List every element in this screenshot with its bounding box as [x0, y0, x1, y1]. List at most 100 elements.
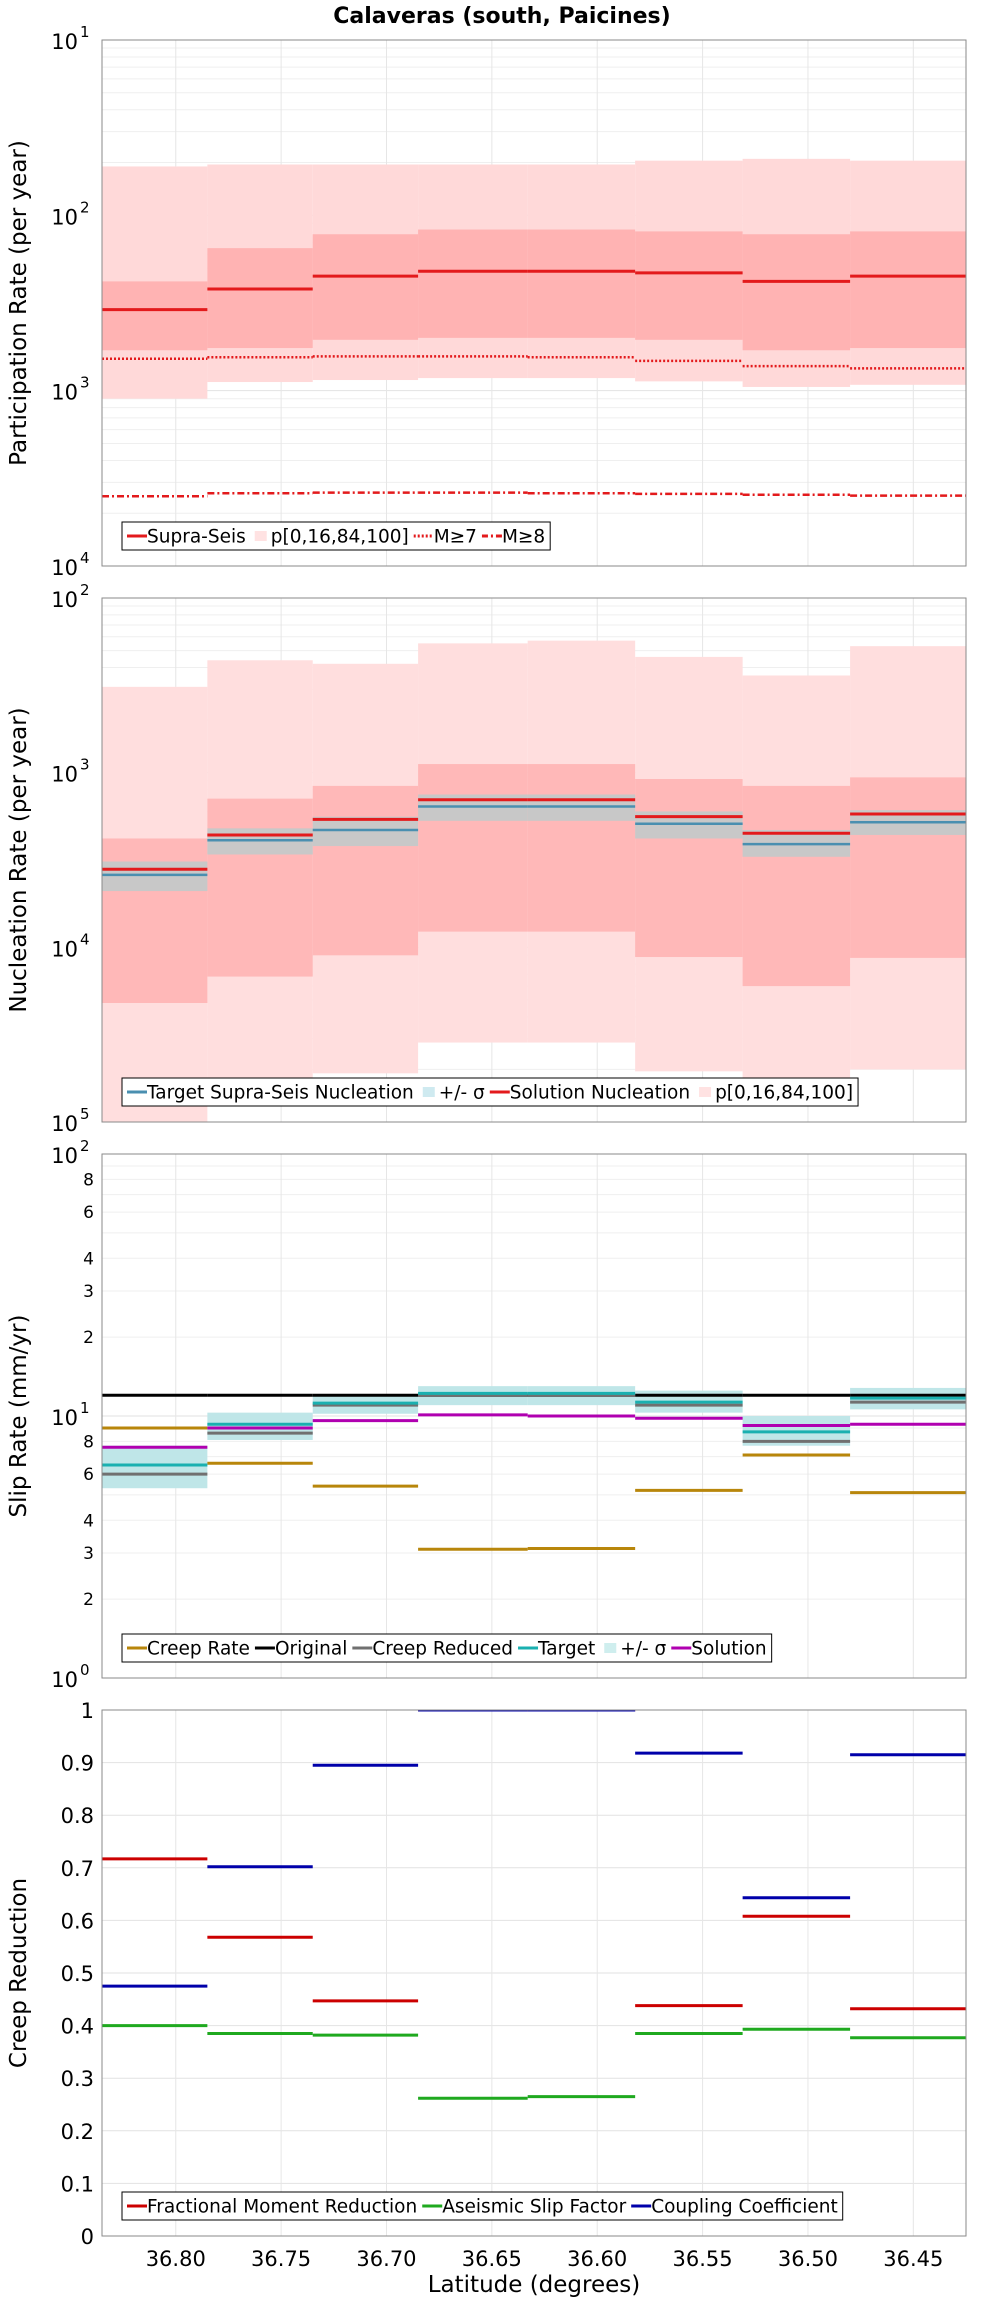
y-tick-exponent: 2: [80, 198, 90, 216]
legend-label: M≥8: [502, 527, 545, 548]
legend-label: p[0,16,84,100]: [271, 527, 409, 548]
plot-frame: [101, 1709, 967, 2237]
legend: Target Supra-Seis Nucleation +/- σ Solutio…: [121, 1077, 859, 1107]
y-tick-exponent: 0: [80, 1661, 90, 1679]
y-tick-label: 0.5: [61, 1962, 94, 1986]
x-tick-label: 36.55: [673, 2247, 733, 2271]
y-tick-exponent: 4: [80, 930, 90, 948]
plot-content: [102, 1154, 966, 1678]
legend-label: Target Supra-Seis Nucleation: [146, 1083, 414, 1104]
plot-content: [102, 598, 966, 1122]
x-axis-label: Latitude (degrees): [428, 2272, 641, 2298]
y-tick-label: 10: [51, 588, 78, 612]
y-tick-label: 10: [51, 556, 78, 580]
x-tick-label: 36.75: [251, 2247, 311, 2271]
target-sigma-band: [102, 861, 208, 892]
sigma-band: [102, 1445, 208, 1489]
legend-label: Creep Rate: [147, 1639, 250, 1660]
y-tick-label: 1: [81, 1699, 94, 1723]
legend-label: +/- σ: [439, 1083, 485, 1104]
y-minor-tick-label: 3: [83, 1282, 94, 1302]
plot-frame: [101, 1153, 967, 1679]
y-tick-label: 10: [51, 1406, 78, 1430]
y-axis-label: Participation Rate (per year): [6, 140, 32, 466]
legend-label: p[0,16,84,100]: [715, 1083, 853, 1104]
y-tick-label: 10: [51, 30, 78, 54]
band-p16-p84: [742, 234, 851, 351]
y-minor-tick-label: 3: [83, 1544, 94, 1564]
y-tick-label: 10: [51, 1668, 78, 1692]
band-p16-p84: [527, 229, 636, 338]
band-p16-p84: [102, 281, 208, 351]
legend-label: Coupling Coefficient: [651, 2197, 838, 2218]
y-minor-tick-label: 6: [83, 1203, 94, 1223]
y-tick-label: 0.2: [61, 2120, 94, 2144]
panel-4: 0 0.1 0.2 0.3 0.4 0.5 0.6 0.7 0.8 0.9 1 Creep Reduc…: [6, 1699, 967, 2249]
x-axis: 36.80 36.75 36.70 36.65 36.60 36.55 36.50 36.45: [146, 2247, 944, 2271]
y-tick-label: 10: [51, 763, 78, 787]
y-minor-tick-label: 2: [83, 1590, 94, 1610]
x-tick-label: 36.65: [462, 2247, 522, 2271]
y-tick-label: 0.4: [61, 2015, 94, 2039]
y-axis-label: Nucleation Rate (per year): [6, 707, 32, 1012]
band-p16-p84: [635, 778, 743, 958]
legend-label: Solution Nucleation: [510, 1083, 690, 1104]
band-p16-p84: [312, 785, 419, 956]
x-tick-label: 36.45: [883, 2247, 943, 2271]
plot-frame: [101, 597, 967, 1123]
y-tick-label: 0.8: [61, 1804, 94, 1828]
y-tick-label: 0.1: [61, 2172, 94, 2196]
y-axis-label: Slip Rate (mm/yr): [6, 1315, 32, 1518]
y-tick-exponent: 2: [80, 581, 90, 599]
y-tick-label: 0.3: [61, 2067, 94, 2091]
legend-box: [121, 1633, 773, 1663]
y-minor-tick-label: 4: [83, 1249, 94, 1269]
y-tick-exponent: 3: [80, 374, 90, 392]
y-tick-exponent: 1: [80, 23, 90, 41]
figure-title: Calaveras (south, Paicines): [333, 4, 670, 29]
y-tick-label: 10: [51, 1112, 78, 1136]
x-tick-label: 36.80: [146, 2247, 206, 2271]
band-p16-p84: [418, 764, 528, 932]
legend-label: Target: [537, 1639, 595, 1660]
y-minor-tick-label: 4: [83, 1511, 94, 1531]
legend-swatch: [422, 1087, 435, 1097]
legend-label: Supra-Seis: [147, 527, 246, 548]
y-tick-exponent: 4: [80, 549, 90, 567]
band-p16-p84: [207, 248, 313, 349]
legend-swatch: [699, 1087, 712, 1097]
y-axis-label: Creep Reduction: [6, 1878, 32, 2068]
legend-box: [121, 521, 551, 551]
plot-content: [102, 40, 966, 566]
y-tick-label: 0.7: [61, 1857, 94, 1881]
legend: Supra-Seis p[0,16,84,100] M≥7 M≥8: [121, 521, 551, 551]
x-tick-label: 36.70: [356, 2247, 416, 2271]
band-p16-p84: [418, 229, 528, 338]
plot-content: [102, 1710, 966, 2236]
legend-label: Aseismic Slip Factor: [442, 2197, 626, 2218]
plot-frame: [101, 39, 967, 567]
y-tick-label: 0.6: [61, 1909, 94, 1933]
y-tick-exponent: 3: [80, 756, 90, 774]
legend-box: [121, 2191, 844, 2221]
band-p16-p84: [850, 777, 966, 958]
legend-label: Solution: [691, 1639, 766, 1660]
band-p16-p84: [207, 798, 313, 977]
y-tick-label: 10: [51, 937, 78, 961]
legend-label: +/- σ: [620, 1639, 666, 1660]
y-minor-tick-label: 2: [83, 1328, 94, 1348]
legend-label: Fractional Moment Reduction: [147, 2197, 417, 2218]
y-tick-exponent: 1: [80, 1399, 90, 1417]
band-p16-p84: [850, 231, 966, 349]
legend-swatch: [604, 1643, 617, 1653]
y-minor-tick-label: 8: [83, 1432, 94, 1452]
legend: Fractional Moment Reduction Aseismic Slip…: [121, 2191, 844, 2221]
band-p16-p84: [635, 231, 743, 340]
target-sigma-band: [312, 816, 419, 847]
legend: Creep Rate Original Creep Reduced Target +/-…: [121, 1633, 773, 1663]
y-tick-label: 0.9: [61, 1752, 94, 1776]
